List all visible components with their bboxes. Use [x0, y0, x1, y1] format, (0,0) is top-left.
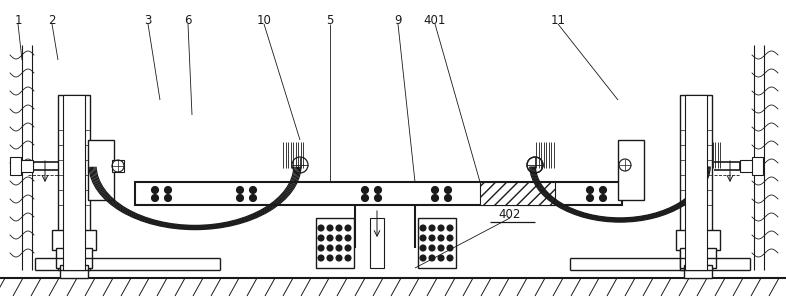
Circle shape	[445, 187, 451, 193]
Circle shape	[327, 225, 333, 231]
Bar	[56, 248, 92, 268]
Bar	[112, 160, 124, 172]
Text: 5: 5	[326, 14, 334, 27]
Circle shape	[447, 255, 453, 261]
Bar	[480, 182, 555, 205]
Circle shape	[345, 245, 351, 251]
Circle shape	[600, 195, 607, 201]
Bar	[316, 218, 354, 268]
Bar	[752, 157, 763, 175]
Bar	[58, 95, 90, 270]
Circle shape	[152, 187, 159, 193]
Circle shape	[429, 235, 435, 241]
Bar	[680, 95, 712, 270]
Circle shape	[447, 235, 453, 241]
Bar	[684, 265, 712, 278]
Circle shape	[327, 255, 333, 261]
Circle shape	[420, 235, 426, 241]
Circle shape	[447, 225, 453, 231]
Circle shape	[318, 235, 324, 241]
Circle shape	[432, 195, 439, 201]
Bar	[685, 95, 707, 270]
Circle shape	[318, 255, 324, 261]
Circle shape	[420, 255, 426, 261]
Circle shape	[237, 187, 244, 193]
Circle shape	[164, 187, 171, 193]
Circle shape	[362, 187, 369, 193]
Text: 2: 2	[48, 14, 56, 27]
Circle shape	[327, 245, 333, 251]
Circle shape	[327, 235, 333, 241]
Text: 9: 9	[395, 14, 402, 27]
Circle shape	[438, 255, 444, 261]
Text: 11: 11	[550, 14, 565, 27]
Circle shape	[336, 255, 342, 261]
Circle shape	[345, 225, 351, 231]
Bar	[676, 230, 720, 250]
Circle shape	[586, 195, 593, 201]
Circle shape	[445, 195, 451, 201]
Circle shape	[438, 225, 444, 231]
Circle shape	[374, 195, 381, 201]
Circle shape	[318, 245, 324, 251]
Circle shape	[429, 245, 435, 251]
Bar	[618, 140, 644, 200]
Circle shape	[429, 255, 435, 261]
Circle shape	[438, 235, 444, 241]
Circle shape	[152, 195, 159, 201]
Bar	[60, 265, 88, 278]
Circle shape	[345, 255, 351, 261]
Circle shape	[420, 245, 426, 251]
Circle shape	[374, 187, 381, 193]
Bar	[20, 160, 33, 172]
Circle shape	[249, 195, 256, 201]
Circle shape	[318, 225, 324, 231]
Circle shape	[420, 225, 426, 231]
Bar	[10, 157, 21, 175]
Bar	[135, 182, 622, 205]
Text: 6: 6	[184, 14, 192, 27]
Circle shape	[586, 187, 593, 193]
Text: 1: 1	[14, 14, 22, 27]
Circle shape	[336, 235, 342, 241]
Circle shape	[249, 187, 256, 193]
Bar	[370, 218, 384, 268]
Circle shape	[429, 225, 435, 231]
Text: 401: 401	[424, 14, 446, 27]
Circle shape	[237, 195, 244, 201]
Bar	[88, 140, 114, 200]
Bar	[680, 248, 716, 268]
Circle shape	[336, 245, 342, 251]
Text: 10: 10	[256, 14, 271, 27]
Text: 402: 402	[499, 208, 521, 221]
Circle shape	[447, 245, 453, 251]
Circle shape	[432, 187, 439, 193]
Circle shape	[600, 187, 607, 193]
Circle shape	[438, 245, 444, 251]
Bar	[418, 218, 456, 268]
Circle shape	[345, 235, 351, 241]
Text: 3: 3	[145, 14, 152, 27]
Bar	[63, 95, 85, 270]
Circle shape	[362, 195, 369, 201]
Bar	[740, 160, 753, 172]
Circle shape	[336, 225, 342, 231]
Circle shape	[164, 195, 171, 201]
Bar	[52, 230, 96, 250]
